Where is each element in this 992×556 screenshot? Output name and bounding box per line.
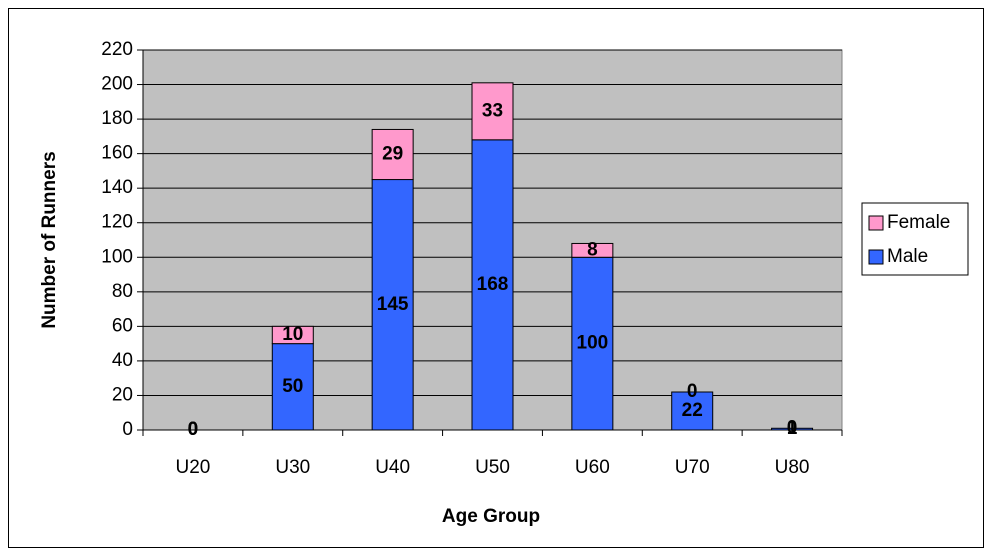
bar-segment bbox=[771, 427, 814, 431]
x-tick-label: U50 bbox=[475, 457, 510, 478]
data-label: 0 bbox=[188, 419, 199, 440]
y-tick-label: 0 bbox=[122, 419, 133, 440]
y-tick-label: 140 bbox=[101, 177, 133, 198]
y-axis-title: Number of Runners bbox=[39, 151, 60, 328]
bar-segment bbox=[371, 179, 414, 431]
legend-label: Female bbox=[887, 212, 950, 233]
x-tick-label: U80 bbox=[775, 457, 810, 478]
data-label: 22 bbox=[682, 400, 703, 421]
x-tick-label: U40 bbox=[375, 457, 410, 478]
data-label: 29 bbox=[382, 144, 403, 165]
bar-segment bbox=[371, 128, 414, 181]
bar-segment bbox=[471, 82, 514, 141]
data-label: 0 bbox=[787, 417, 798, 438]
y-tick-label: 80 bbox=[112, 281, 133, 302]
data-label: 0 bbox=[188, 419, 199, 440]
data-label: 10 bbox=[282, 324, 303, 345]
y-tick-label: 60 bbox=[112, 315, 133, 336]
legend-label: Male bbox=[887, 246, 928, 267]
x-tick-label: U20 bbox=[175, 457, 210, 478]
y-tick-label: 160 bbox=[101, 143, 133, 164]
x-tick-label: U30 bbox=[275, 457, 310, 478]
x-tick-label: U60 bbox=[575, 457, 610, 478]
data-label: 50 bbox=[282, 376, 303, 397]
bar-segment bbox=[671, 391, 714, 431]
y-tick-label: 120 bbox=[101, 212, 133, 233]
bar-segment bbox=[271, 325, 314, 345]
data-label: 145 bbox=[377, 294, 409, 315]
y-tick-label: 220 bbox=[101, 39, 133, 60]
y-tick-label: 40 bbox=[112, 350, 133, 371]
y-tick-label: 180 bbox=[101, 108, 133, 129]
legend-swatch bbox=[868, 215, 884, 231]
legend-swatch bbox=[868, 249, 884, 265]
y-tick-label: 200 bbox=[101, 74, 133, 95]
data-label: 33 bbox=[482, 100, 503, 121]
data-label: 0 bbox=[687, 381, 698, 402]
data-label: 8 bbox=[587, 239, 598, 260]
y-tick-label: 20 bbox=[112, 384, 133, 405]
data-label: 1 bbox=[787, 418, 798, 439]
data-label: 100 bbox=[577, 333, 609, 354]
bar-segment bbox=[571, 242, 614, 258]
bar-segment bbox=[471, 139, 514, 431]
y-tick-label: 100 bbox=[101, 246, 133, 267]
x-axis-title: Age Group bbox=[442, 506, 540, 527]
x-tick-label: U70 bbox=[675, 457, 710, 478]
data-label: 168 bbox=[477, 274, 509, 295]
bar-segment bbox=[571, 256, 614, 431]
